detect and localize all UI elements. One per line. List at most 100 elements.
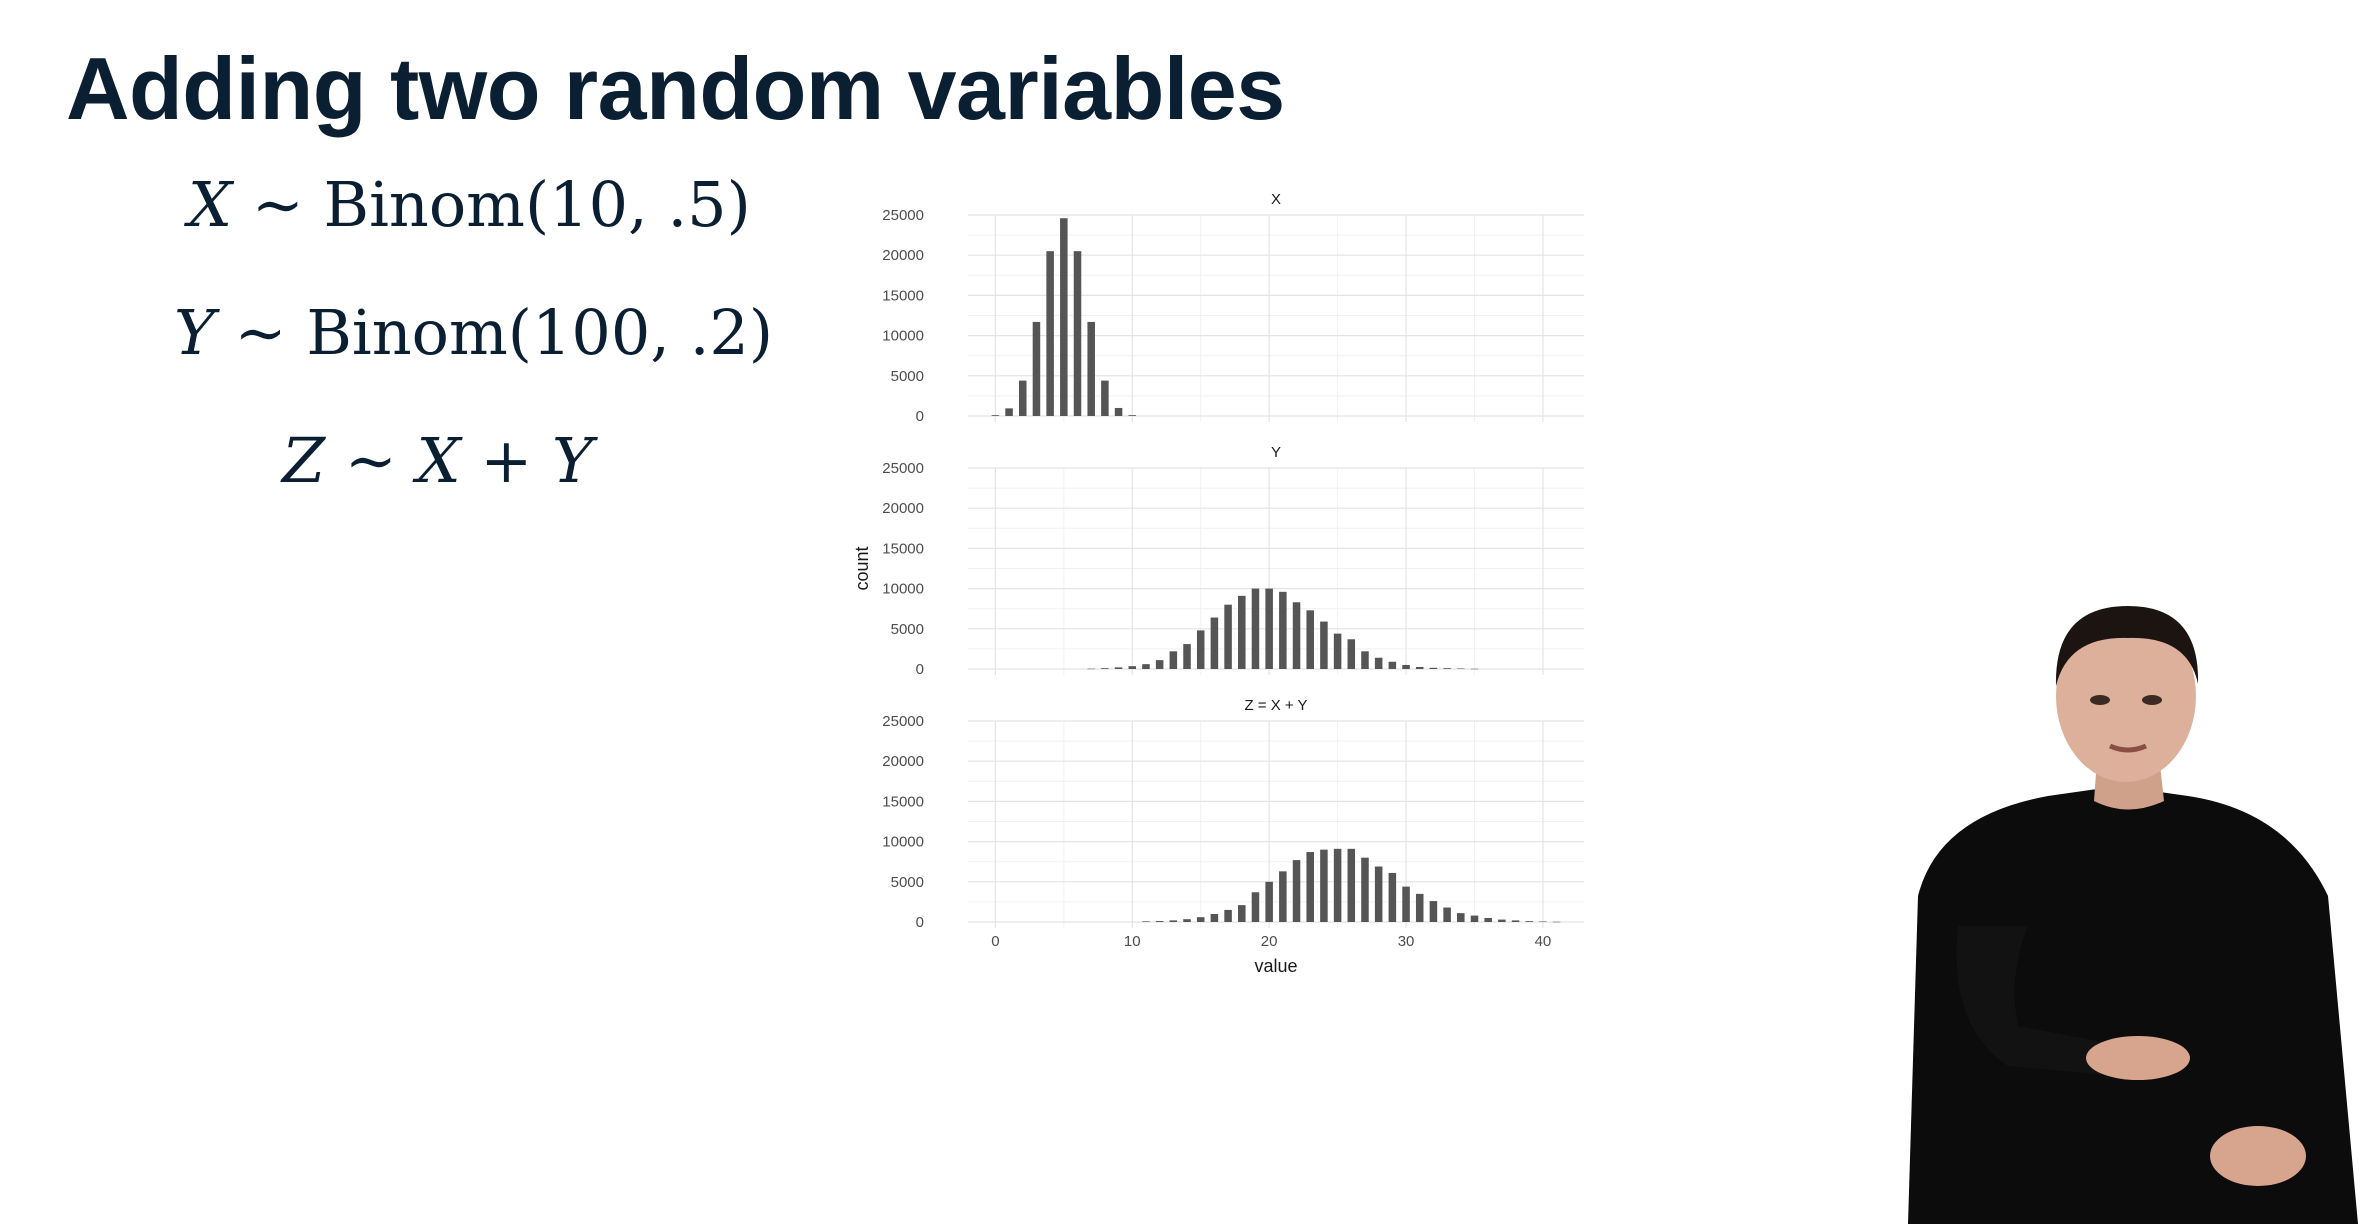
y-tick-label: 15000: [882, 287, 924, 304]
histogram-bar: [1183, 644, 1191, 669]
histogram-bar: [1060, 218, 1068, 416]
histogram-bar: [1361, 857, 1369, 922]
histogram-bar: [1155, 921, 1164, 922]
formula-z-op: +: [480, 424, 533, 497]
formula-x-var: X: [188, 168, 233, 241]
histogram-bar: [1347, 848, 1356, 922]
histogram-bar: [1333, 633, 1342, 669]
histogram-bar: [1114, 667, 1123, 669]
histogram-bar: [1210, 913, 1219, 922]
histogram-bar: [1429, 901, 1438, 922]
y-axis-label: count: [852, 546, 872, 590]
histogram-bar: [1128, 666, 1137, 669]
histogram-bar: [1443, 907, 1451, 922]
facet-label: X: [1271, 191, 1281, 208]
histogram-bar: [1018, 380, 1027, 416]
y-tick-label: 5000: [891, 621, 924, 638]
histogram-bar: [1265, 588, 1273, 669]
y-tick-label: 5000: [891, 874, 924, 891]
presenter-video-icon: [1908, 606, 2358, 1224]
histogram-bar: [1032, 321, 1041, 416]
formula-z-b: Y: [552, 424, 593, 497]
histogram-bar: [1142, 921, 1150, 922]
x-tick-label: 30: [1398, 933, 1415, 950]
histogram-bar: [1196, 630, 1205, 669]
y-tick-label: 25000: [882, 460, 924, 477]
histogram-bar: [1415, 666, 1424, 669]
y-tick-label: 0: [916, 661, 924, 678]
slide-title: Adding two random variables: [66, 39, 1285, 138]
formula-z-var: Z: [282, 424, 326, 497]
histogram-bar: [1169, 651, 1178, 669]
histogram-bar: [991, 415, 1000, 416]
histogram-bar: [1224, 604, 1232, 669]
formula-z-a: X: [416, 424, 461, 497]
histogram-bar: [1101, 668, 1109, 669]
y-tick-label: 25000: [882, 207, 924, 224]
histogram-bar: [1511, 920, 1520, 922]
histogram-bar: [1142, 664, 1150, 669]
histogram-bar: [1292, 602, 1301, 669]
histogram-bar: [1169, 920, 1178, 922]
histogram-bar: [1429, 667, 1438, 669]
histogram-bar: [1470, 915, 1479, 922]
histogram-bar: [1238, 595, 1246, 669]
histogram-bar: [1210, 617, 1219, 669]
histogram-bar: [1087, 668, 1095, 670]
histogram-bar: [1320, 849, 1328, 922]
y-tick-label: 25000: [882, 713, 924, 730]
histogram-bar: [1457, 668, 1465, 670]
x-tick-label: 20: [1261, 933, 1278, 950]
y-tick-label: 15000: [882, 540, 924, 557]
histogram-bar: [1333, 848, 1342, 922]
histogram-bar: [1374, 657, 1383, 669]
facet-label: Y: [1271, 444, 1281, 461]
histogram-bar: [1361, 651, 1369, 669]
histogram-bar: [1073, 251, 1082, 416]
formula-x-dist: Binom(10, .5): [323, 168, 751, 241]
y-tick-label: 15000: [882, 793, 924, 810]
formula-x-rel: ∼: [251, 168, 304, 241]
histogram-bar: [1539, 921, 1547, 923]
histogram-bar: [1265, 881, 1273, 922]
histogram-bar: [1238, 905, 1246, 922]
histogram-bar: [1470, 668, 1479, 670]
x-tick-label: 40: [1535, 933, 1552, 950]
x-axis-label: value: [1254, 956, 1297, 976]
histogram-bar: [1388, 872, 1397, 922]
histogram-bar: [1388, 661, 1397, 669]
y-tick-label: 10000: [882, 328, 924, 345]
y-tick-label: 0: [916, 914, 924, 931]
formula-z-rel: ∼: [344, 424, 397, 497]
histogram-bar: [1155, 660, 1164, 669]
histogram-bar: [1279, 871, 1287, 922]
histogram-bar: [1251, 892, 1260, 922]
formula-x: X ∼ Binom(10, .5): [188, 168, 751, 241]
y-tick-label: 20000: [882, 500, 924, 517]
histogram-chart: 0 5000 10000 15000 20000 25000 X 0 5000 10000 1500…: [852, 191, 1584, 976]
histogram-bar: [1484, 917, 1492, 922]
histogram-bar: [1498, 919, 1506, 922]
histogram-bar: [1279, 591, 1287, 669]
formula-y: Y ∼ Binom(100, .2): [174, 296, 773, 369]
histogram-bar: [1005, 408, 1013, 416]
x-tick-label: 10: [1124, 933, 1141, 950]
y-tick-label: 5000: [891, 368, 924, 385]
histogram-bar: [1457, 913, 1465, 922]
formula-y-rel: ∼: [234, 296, 287, 369]
formula-y-dist: Binom(100, .2): [306, 296, 774, 369]
y-tick-label: 20000: [882, 247, 924, 264]
histogram-bar: [1402, 886, 1410, 922]
histogram-bar: [1347, 639, 1356, 669]
histogram-bar: [1306, 852, 1314, 922]
x-tick-label: 0: [991, 933, 999, 950]
formula-z: Z ∼ X + Y: [282, 424, 593, 497]
histogram-bar: [1415, 893, 1424, 922]
histogram-bar: [1087, 321, 1095, 416]
histogram-bar: [1402, 664, 1410, 669]
histogram-bar: [1183, 919, 1191, 922]
y-tick-label: 10000: [882, 834, 924, 851]
histogram-bar: [1046, 251, 1054, 416]
histogram-bar: [1320, 621, 1328, 669]
histogram-bar: [1196, 917, 1205, 922]
